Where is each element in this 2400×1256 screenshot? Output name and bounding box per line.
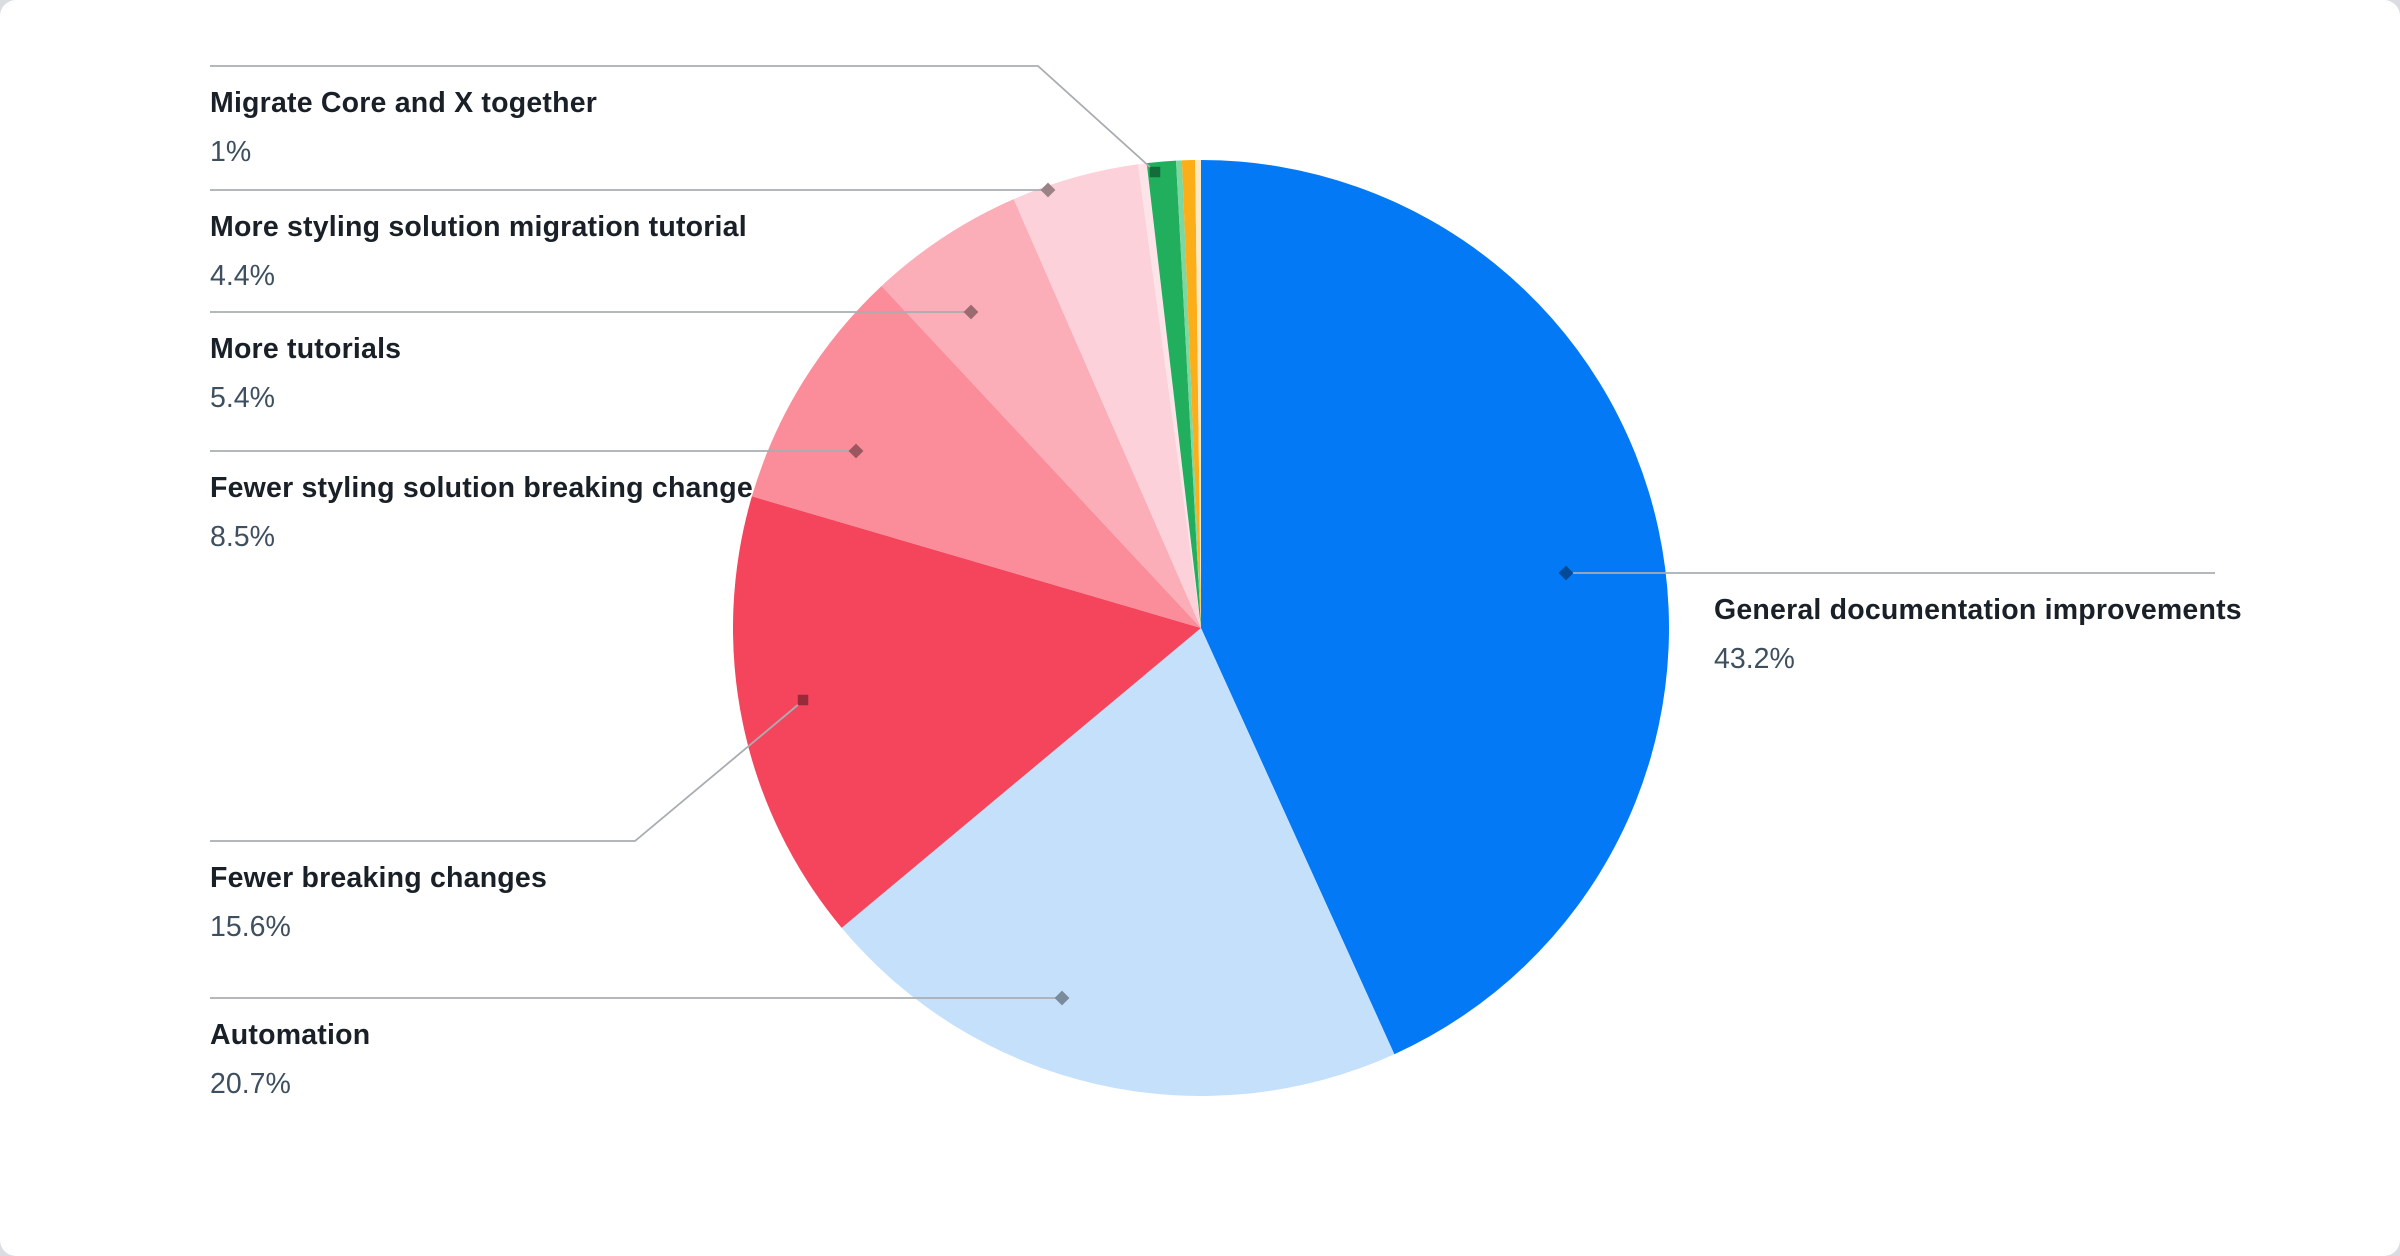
leader-marker-migrate-core-and-x-together [1149, 166, 1161, 178]
leader-line-migrate-core-and-x-together [210, 65, 1152, 169]
callout-value: 5.4% [210, 382, 275, 414]
leader-marker-general-documentation-improvements [1558, 565, 1574, 581]
callout-more-tutorials: More tutorials 5.4% [210, 312, 401, 415]
callout-fewer-styling-solution-breaking-change: Fewer styling solution breaking change 8… [210, 451, 753, 554]
pie-slice-unlabeled-6[interactable] [1137, 163, 1201, 628]
callout-label: General documentation improvements [1714, 594, 2242, 626]
pie-slice-more-tutorials[interactable] [881, 199, 1201, 628]
leader-marker-automation [1054, 990, 1070, 1006]
pie-slice-more-styling-solution-migration-tutorial[interactable] [1013, 164, 1201, 628]
callout-value: 4.4% [210, 260, 275, 292]
pie-slice-fewer-styling-solution-breaking-change[interactable] [751, 285, 1201, 628]
pie-slice-unlabeled-10[interactable] [1195, 160, 1201, 628]
callout-general-documentation-improvements: General documentation improvements 43.2% [1714, 573, 2242, 676]
callout-label: More tutorials [210, 333, 402, 365]
callout-label: Fewer breaking changes [210, 862, 548, 894]
pie-slice-automation[interactable] [841, 628, 1395, 1096]
callout-label: Migrate Core and X together [210, 87, 598, 119]
callout-more-styling-solution-migration-tutorial: More styling solution migration tutorial… [210, 190, 747, 293]
leader-line-fewer-breaking-changes [210, 703, 800, 842]
pie-slice-general-documentation-improvements[interactable] [1201, 160, 1669, 1055]
callout-label: More styling solution migration tutorial [210, 211, 747, 243]
callout-value: 15.6% [210, 911, 291, 943]
callout-fewer-breaking-changes: Fewer breaking changes 15.6% [210, 841, 547, 944]
callout-value: 1% [210, 136, 252, 168]
leader-marker-more-styling-solution-migration-tutorial [1040, 182, 1056, 198]
callout-migrate-core-and-x-together: Migrate Core and X together 1% [210, 66, 597, 169]
callout-value: 43.2% [1714, 643, 1795, 675]
pie-slice-unlabeled-9[interactable] [1181, 160, 1201, 629]
callout-label: Fewer styling solution breaking change [210, 472, 753, 504]
callout-automation: Automation 20.7% [210, 998, 370, 1101]
leader-marker-more-tutorials [963, 304, 979, 320]
callout-label: Automation [210, 1019, 371, 1051]
callout-value: 20.7% [210, 1068, 291, 1100]
pie-slice-migrate-core-and-x-together[interactable] [1146, 160, 1201, 629]
leader-marker-fewer-breaking-changes [797, 694, 809, 706]
callout-value: 8.5% [210, 521, 275, 553]
leader-marker-fewer-styling-solution-breaking-change [848, 443, 864, 459]
pie-slice-unlabeled-8[interactable] [1176, 160, 1201, 628]
pie-slice-fewer-breaking-changes[interactable] [733, 496, 1201, 928]
